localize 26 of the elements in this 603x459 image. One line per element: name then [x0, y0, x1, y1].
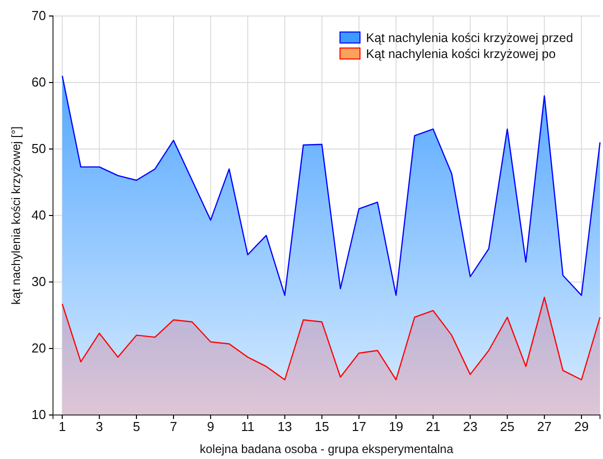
x-tick-label: 21: [426, 419, 440, 434]
x-tick-label: 19: [388, 419, 404, 434]
x-tick-label: 23: [462, 419, 478, 434]
x-tick-label: 15: [314, 419, 330, 434]
x-tick-label: 25: [500, 419, 515, 434]
y-tick-label: 70: [32, 8, 46, 24]
x-tick-label: 7: [170, 419, 178, 434]
x-tick-label: 11: [240, 419, 254, 434]
x-tick-label: 17: [352, 419, 366, 434]
x-axis-title: kolejna badana osoba - grupa eksperymentalna: [200, 442, 454, 456]
legend-label: Kąt nachylenia kości krzyżowej przed: [366, 31, 574, 45]
y-tick-label: 40: [32, 208, 46, 223]
x-tick-label: 29: [574, 419, 589, 434]
x-tick-label: 13: [278, 419, 292, 434]
legend-label: Kąt nachylenia kości krzyżowej po: [366, 47, 556, 61]
y-tick-label: 60: [32, 74, 46, 90]
y-tick-label: 30: [32, 274, 46, 290]
y-axis-title: kąt nachylenia kości krzyżowej [°]: [9, 126, 23, 305]
y-tick-label: 50: [32, 141, 46, 156]
y-tick-label: 20: [32, 340, 46, 356]
x-tick-label: 5: [132, 419, 140, 434]
x-tick-label: 1: [58, 419, 66, 434]
x-tick-label: 3: [96, 419, 103, 434]
x-tick-label: 9: [206, 419, 214, 434]
x-tick-label: 27: [537, 419, 552, 434]
y-tick-label: 10: [32, 407, 46, 422]
